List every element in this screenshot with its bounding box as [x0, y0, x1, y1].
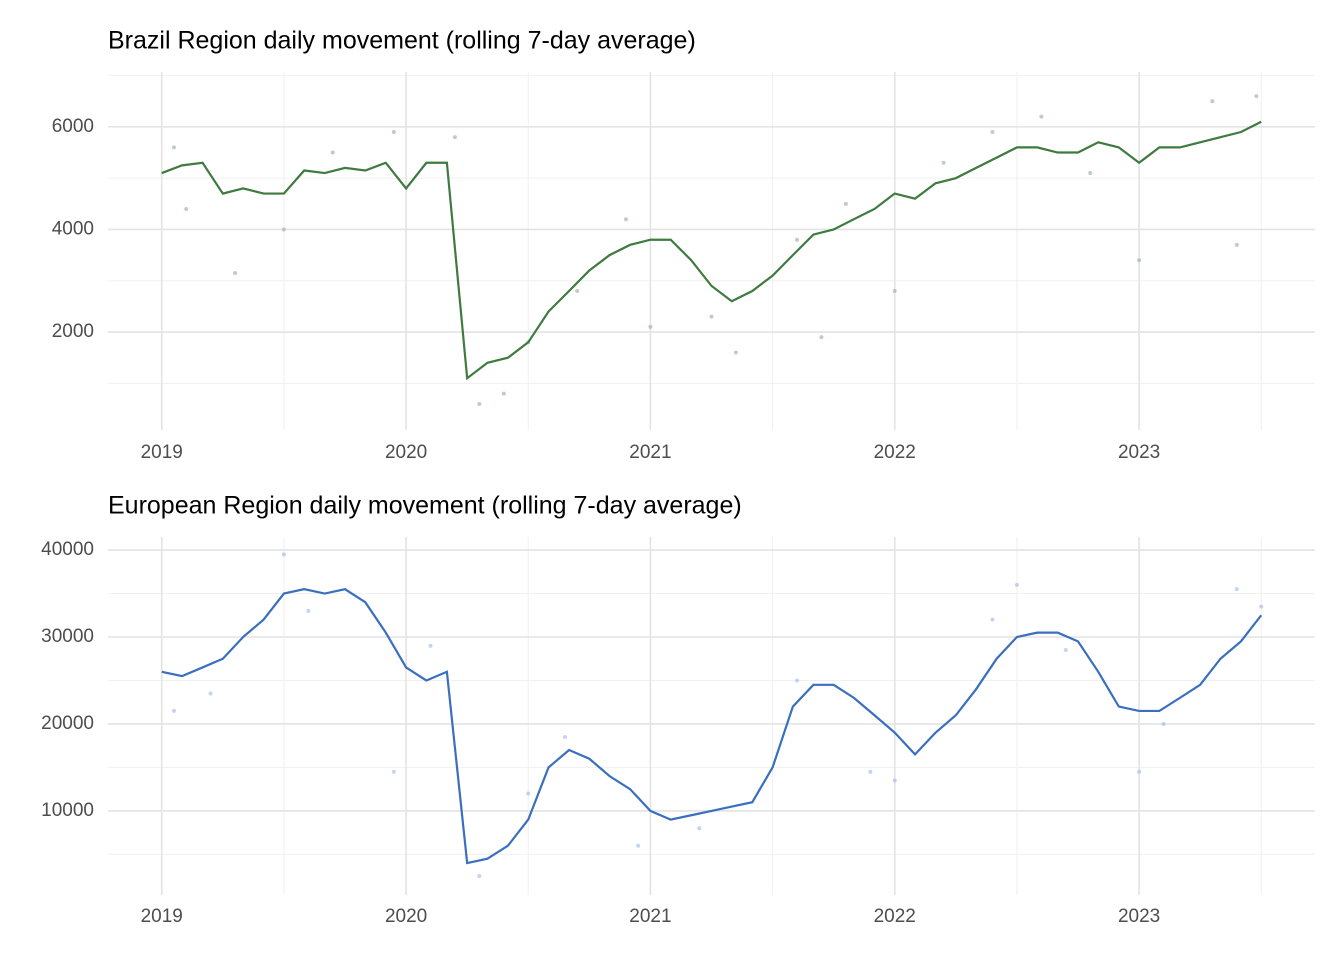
data-point [1088, 171, 1093, 176]
x-tick-label: 2023 [1118, 906, 1160, 927]
data-point [233, 271, 238, 276]
data-point [892, 778, 897, 783]
x-tick-label: 2019 [141, 442, 183, 463]
x-tick-label: 2022 [874, 906, 916, 927]
data-point [868, 769, 873, 774]
data-point [709, 314, 714, 319]
x-tick-label: 2021 [629, 906, 671, 927]
data-point [795, 237, 800, 242]
x-tick-label: 2019 [141, 906, 183, 927]
data-point [281, 552, 286, 557]
data-point [1063, 648, 1068, 653]
data-point [184, 206, 189, 211]
y-tick-label: 6000 [52, 116, 94, 137]
series-line [161, 588, 1263, 865]
data-point [526, 791, 531, 796]
data-point [171, 145, 176, 150]
data-point [306, 608, 311, 613]
data-point [795, 678, 800, 683]
data-point [697, 826, 702, 831]
data-point [1234, 587, 1239, 592]
data-point [941, 160, 946, 165]
data-point [843, 201, 848, 206]
data-point [391, 130, 396, 135]
chart-title: Brazil Region daily movement (rolling 7-… [108, 27, 696, 55]
data-point [892, 289, 897, 294]
data-point [990, 130, 995, 135]
y-tick-label: 2000 [52, 321, 94, 342]
y-tick-label: 4000 [52, 218, 94, 239]
data-point [819, 335, 824, 340]
data-point [501, 391, 506, 396]
data-point [477, 874, 482, 879]
data-point [1210, 99, 1215, 104]
data-point [391, 769, 396, 774]
y-tick-label: 30000 [41, 626, 94, 647]
data-point [452, 135, 457, 140]
data-point [1234, 242, 1239, 247]
data-point [562, 735, 567, 739]
data-point [648, 324, 653, 329]
data-point [1014, 582, 1019, 587]
data-point [1254, 94, 1259, 99]
y-tick-label: 40000 [41, 539, 94, 560]
y-tick-label: 10000 [41, 800, 94, 821]
chart-title: European Region daily movement (rolling … [108, 492, 742, 520]
data-point [330, 150, 335, 155]
x-tick-label: 2021 [629, 442, 671, 463]
data-point [1039, 114, 1044, 119]
data-point [477, 401, 482, 406]
data-point [281, 227, 286, 232]
x-tick-label: 2020 [385, 906, 427, 927]
data-point [1161, 721, 1166, 726]
x-tick-label: 2023 [1118, 442, 1160, 463]
data-point [623, 217, 628, 222]
data-point [208, 691, 213, 696]
data-point [733, 350, 738, 355]
data-point [428, 643, 433, 648]
data-point [636, 843, 641, 848]
x-tick-label: 2020 [385, 442, 427, 463]
data-point [171, 708, 176, 713]
series-line [161, 120, 1262, 381]
y-tick-label: 20000 [41, 713, 94, 734]
data-point [1137, 769, 1142, 774]
data-point [1137, 258, 1142, 263]
data-point [575, 289, 580, 294]
data-point [990, 617, 995, 622]
data-point [1259, 604, 1264, 609]
x-tick-label: 2022 [874, 442, 916, 463]
